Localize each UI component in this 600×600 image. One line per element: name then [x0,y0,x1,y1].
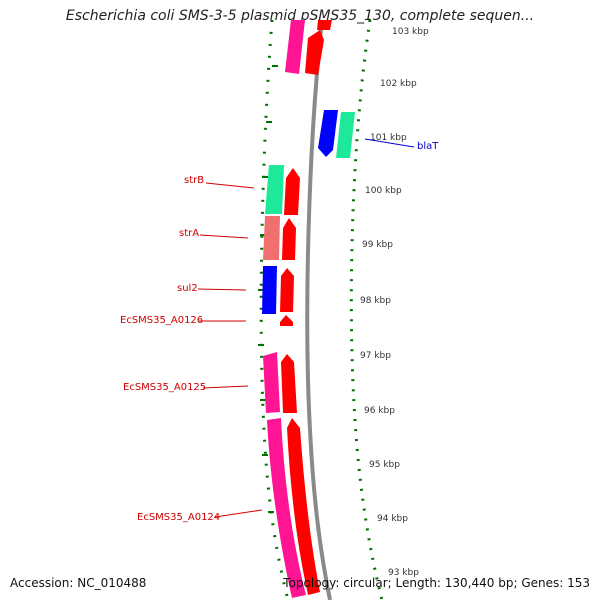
gene-red-top [305,30,324,75]
leader-a0124 [214,509,263,518]
gene-red-strA [282,218,296,260]
gene-green-blaT [336,112,355,158]
gene-pink-top [285,20,305,74]
label-strA: strA [179,228,199,239]
gene-red-sul2 [280,268,294,312]
gene-pink-a0124 [267,418,306,598]
gene-red-top2 [317,20,332,30]
tick-96kbp: 96 kbp [364,406,395,416]
backbone [305,19,332,600]
tick-102kbp: 102 kbp [380,79,417,89]
map-title: Escherichia coli SMS-3-5 plasmid pSMS35_… [65,8,535,24]
tick-95kbp: 95 kbp [369,460,400,470]
gene-blue-blaT [318,110,338,157]
inner-dotted-ring [259,19,290,600]
inner-dashes [258,65,278,513]
gene-red-strB [284,168,300,215]
tick-100kbp: 100 kbp [365,186,402,196]
tick-93kbp: 93 kbp [388,568,419,578]
leader-blaT [364,138,415,148]
tick-97kbp: 97 kbp [360,351,391,361]
tick-94kbp: 94 kbp [377,514,408,524]
outer-dotted-ring [349,19,384,600]
leader-strA [199,234,249,239]
label-blaT: blaT [417,141,439,152]
gene-pink-a0125 [263,352,280,413]
label-a0124: EcSMS35_A0124 [137,512,220,523]
gene-red-a0125 [281,354,297,413]
leader-strB [205,182,255,189]
tick-101kbp: 101 kbp [370,133,407,143]
leader-a0125 [202,385,249,389]
gene-blue-sul2 [262,266,277,314]
label-a0125: EcSMS35_A0125 [123,382,206,393]
tick-103kbp: 103 kbp [392,27,429,37]
label-strB: strB [184,175,204,186]
tick-99kbp: 99 kbp [362,240,393,250]
gene-red-a0126 [280,315,293,326]
topology-text: Topology: circular; Length: 130,440 bp; … [283,576,590,590]
gene-salmon-strA [263,216,280,260]
label-a0126: EcSMS35_A0126 [120,315,203,326]
leader-sul2 [197,288,247,291]
gene-red-a0124 [287,418,320,595]
gene-green-strB [265,165,284,214]
label-sul2: sul2 [177,283,198,294]
accession-text: Accession: NC_010488 [10,576,147,590]
tick-98kbp: 98 kbp [360,296,391,306]
